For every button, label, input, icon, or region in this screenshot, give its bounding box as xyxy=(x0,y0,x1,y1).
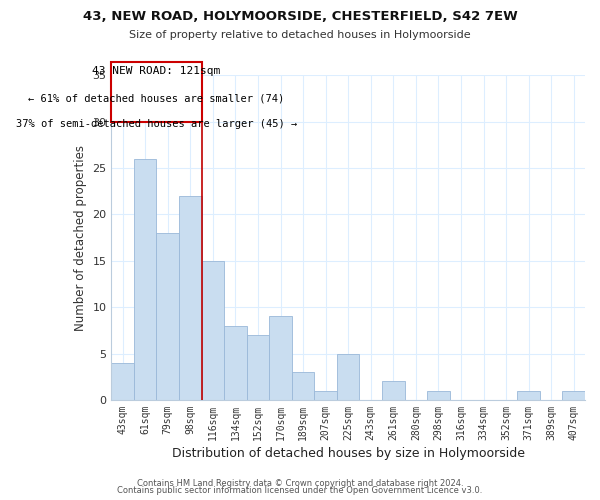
Text: Contains HM Land Registry data © Crown copyright and database right 2024.: Contains HM Land Registry data © Crown c… xyxy=(137,478,463,488)
Text: Size of property relative to detached houses in Holymoorside: Size of property relative to detached ho… xyxy=(129,30,471,40)
Bar xyxy=(134,159,157,400)
Bar xyxy=(202,261,224,400)
Bar xyxy=(382,382,404,400)
Bar xyxy=(179,196,202,400)
Y-axis label: Number of detached properties: Number of detached properties xyxy=(74,144,87,330)
Text: 43 NEW ROAD: 121sqm: 43 NEW ROAD: 121sqm xyxy=(92,66,221,76)
Text: Contains public sector information licensed under the Open Government Licence v3: Contains public sector information licen… xyxy=(118,486,482,495)
Text: 37% of semi-detached houses are larger (45) →: 37% of semi-detached houses are larger (… xyxy=(16,119,297,129)
Bar xyxy=(224,326,247,400)
Bar xyxy=(269,316,292,400)
Bar xyxy=(292,372,314,400)
Bar xyxy=(314,390,337,400)
Text: ← 61% of detached houses are smaller (74): ← 61% of detached houses are smaller (74… xyxy=(28,93,284,103)
Bar xyxy=(337,354,359,400)
Bar xyxy=(427,390,449,400)
Text: 43, NEW ROAD, HOLYMOORSIDE, CHESTERFIELD, S42 7EW: 43, NEW ROAD, HOLYMOORSIDE, CHESTERFIELD… xyxy=(83,10,517,23)
Bar xyxy=(157,233,179,400)
Bar xyxy=(517,390,540,400)
X-axis label: Distribution of detached houses by size in Holymoorside: Distribution of detached houses by size … xyxy=(172,447,524,460)
Bar xyxy=(247,335,269,400)
Bar xyxy=(562,390,585,400)
FancyBboxPatch shape xyxy=(112,62,202,122)
Bar xyxy=(112,363,134,400)
